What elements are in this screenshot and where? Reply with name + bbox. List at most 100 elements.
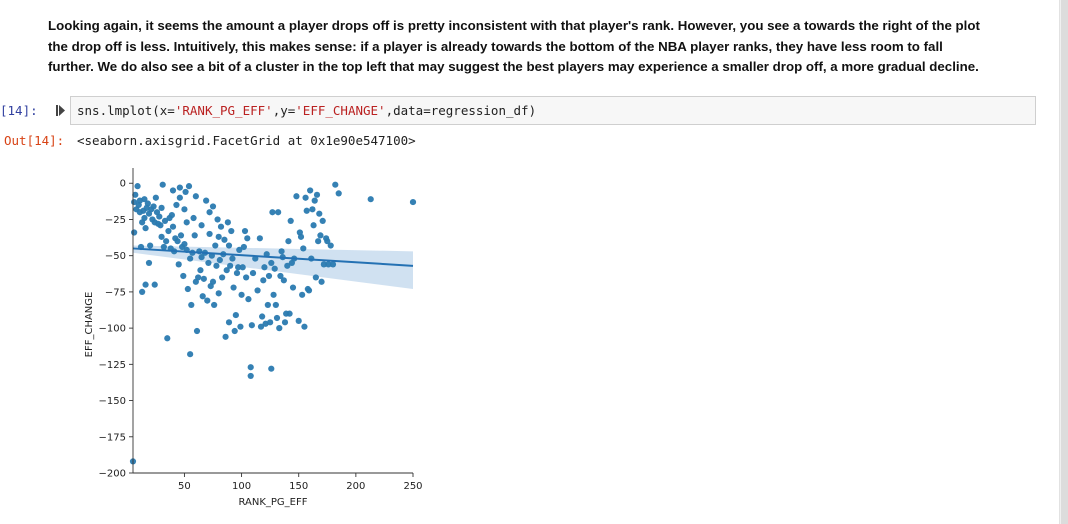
- data-point: [222, 333, 229, 340]
- output-text: <seaborn.axisgrid.FacetGrid at 0x1e90e54…: [77, 133, 416, 148]
- data-point: [180, 272, 187, 280]
- data-point: [270, 291, 277, 298]
- code-prefix: sns.lmplot(x=: [77, 103, 175, 118]
- data-point: [200, 275, 207, 282]
- data-point: [259, 313, 266, 320]
- data-point: [193, 327, 201, 335]
- data-point: [145, 259, 153, 267]
- data-point: [312, 274, 319, 281]
- data-point: [134, 183, 141, 190]
- run-cell-icon[interactable]: [56, 104, 66, 117]
- data-point: [299, 291, 306, 298]
- data-point: [142, 281, 149, 288]
- data-point: [275, 209, 282, 216]
- data-point: [327, 242, 334, 249]
- data-point: [309, 206, 316, 213]
- input-prompt: [14]:: [0, 103, 38, 118]
- data-point: [156, 213, 163, 220]
- data-point: [280, 277, 287, 284]
- data-point: [236, 246, 243, 253]
- x-tick-label: 250: [403, 481, 422, 492]
- data-point: [316, 210, 323, 217]
- data-point: [169, 223, 177, 230]
- data-point: [268, 365, 275, 372]
- y-tick-label: −25: [105, 215, 126, 226]
- scrollbar-thumb[interactable]: [1061, 0, 1068, 524]
- data-point: [151, 281, 158, 288]
- markdown-cell: Looking again, it seems the amount a pla…: [48, 16, 1048, 78]
- data-point: [277, 272, 284, 280]
- data-point: [198, 222, 205, 229]
- data-point: [301, 323, 308, 330]
- data-point: [307, 187, 314, 194]
- markdown-line-2: the drop off is less. Intuitively, this …: [48, 38, 943, 54]
- output-prompt: Out[14]:: [4, 133, 65, 148]
- data-point: [195, 274, 202, 281]
- data-point: [248, 322, 255, 329]
- data-point: [221, 236, 228, 243]
- code-line[interactable]: sns.lmplot(x='RANK_PG_EFF',y='EFF_CHANGE…: [77, 103, 536, 118]
- data-point: [204, 297, 211, 304]
- markdown-line-3: further. We do also see a bit of a clust…: [48, 59, 979, 74]
- data-point: [168, 212, 175, 219]
- data-point: [329, 261, 337, 268]
- data-point: [164, 335, 171, 342]
- data-point: [233, 269, 241, 277]
- regression-line: [132, 247, 414, 267]
- data-point: [175, 261, 182, 268]
- data-point: [161, 217, 169, 225]
- data-point: [225, 319, 233, 326]
- data-point: [272, 301, 279, 309]
- data-point: [184, 285, 191, 293]
- data-point: [319, 217, 326, 225]
- y-axis-label: EFF_CHANGE: [84, 292, 95, 358]
- scatter-points: [129, 181, 417, 465]
- data-point: [311, 197, 318, 204]
- y-tick-label: −175: [99, 432, 126, 443]
- data-point: [157, 222, 164, 229]
- data-point: [273, 314, 281, 322]
- data-point: [228, 227, 235, 235]
- data-point: [213, 262, 220, 269]
- data-point: [141, 214, 148, 222]
- data-point: [224, 219, 231, 226]
- data-point: [269, 209, 276, 216]
- data-point: [230, 284, 237, 291]
- data-point: [367, 196, 374, 203]
- data-point: [159, 181, 166, 188]
- data-point: [185, 183, 193, 190]
- data-point: [144, 200, 151, 207]
- scrollbar[interactable]: [1059, 0, 1068, 524]
- data-point: [320, 261, 327, 268]
- data-point: [257, 323, 265, 330]
- data-point: [243, 274, 250, 281]
- data-point: [190, 214, 197, 222]
- regression-line-path: [132, 247, 414, 267]
- x-tick-label: 150: [289, 481, 308, 492]
- data-point: [268, 259, 275, 267]
- data-point: [177, 232, 185, 239]
- x-tick-label: 100: [232, 481, 251, 492]
- data-point: [286, 310, 293, 317]
- data-point: [244, 235, 251, 242]
- data-point: [187, 255, 194, 262]
- data-point: [295, 317, 302, 324]
- data-point: [300, 245, 307, 252]
- data-point: [409, 198, 417, 206]
- data-point: [139, 288, 146, 296]
- data-point: [131, 229, 138, 236]
- y-tick-label: −200: [99, 469, 126, 480]
- data-point: [163, 238, 170, 245]
- data-point: [132, 191, 139, 198]
- data-point: [293, 193, 300, 200]
- data-point: [264, 301, 271, 309]
- data-point: [203, 197, 210, 204]
- data-point: [225, 242, 233, 249]
- x-tick-label: 200: [346, 481, 365, 492]
- data-point: [212, 242, 219, 249]
- data-point: [247, 372, 254, 380]
- data-point: [152, 194, 159, 201]
- lmplot-chart: 0 −25 −50 −75 −100 −125 −150 −175 −200 50 100 150 20…: [84, 168, 423, 508]
- code-cell-input[interactable]: sns.lmplot(x='RANK_PG_EFF',y='EFF_CHANGE…: [70, 96, 1036, 125]
- data-point: [317, 232, 324, 239]
